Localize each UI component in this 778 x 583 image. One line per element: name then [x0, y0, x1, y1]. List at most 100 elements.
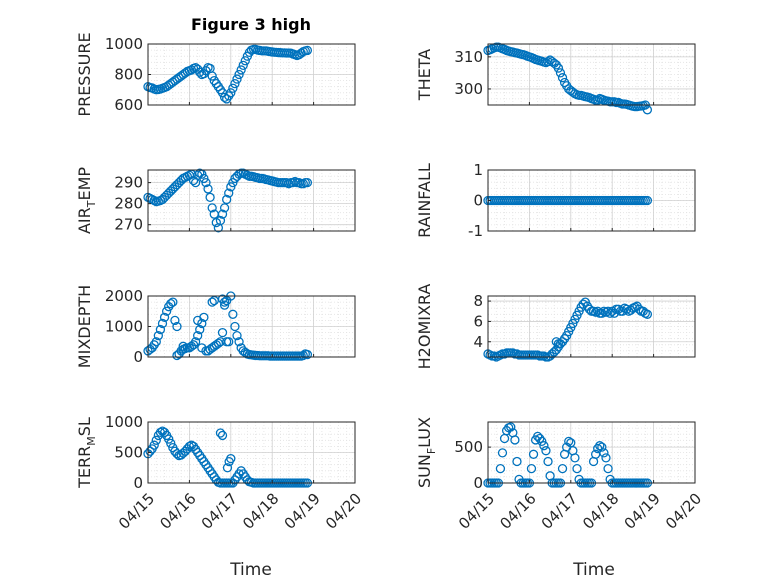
- data-point: [497, 448, 508, 458]
- data-point: [178, 341, 188, 351]
- data-point: [207, 71, 217, 81]
- data-point: [155, 324, 166, 335]
- y-tick-label: 8: [473, 292, 483, 310]
- data-point: [193, 315, 203, 326]
- data-point: [217, 294, 228, 304]
- y-tick-label: 1: [473, 161, 483, 179]
- y-axis-label: RAINFALL: [415, 163, 434, 238]
- data-point: [164, 434, 174, 444]
- data-point: [170, 315, 180, 326]
- data-point: [572, 463, 582, 474]
- data-point: [302, 349, 313, 360]
- data-point: [642, 195, 653, 206]
- data-point: [219, 203, 230, 213]
- data-point: [234, 69, 244, 80]
- data-point: [230, 321, 240, 332]
- data-point: [570, 453, 580, 463]
- data-point: [601, 453, 611, 463]
- data-point: [166, 438, 176, 449]
- data-point: [526, 463, 537, 474]
- data-point: [219, 92, 230, 103]
- data-point: [240, 56, 250, 66]
- data-point: [168, 297, 178, 307]
- x-tick-label: 04/17: [538, 490, 581, 533]
- y-tick-label: 600: [114, 96, 143, 114]
- y-tick-label: 4: [473, 333, 483, 351]
- data-point: [217, 327, 228, 338]
- data-point: [217, 209, 228, 219]
- x-axis-label-left: Time: [229, 560, 272, 580]
- subplot-4: 0 1000 2000 MIXDEPTH: [75, 285, 356, 368]
- x-tick-label: 04/16: [496, 490, 539, 533]
- data-point: [642, 309, 653, 319]
- x-tick-label: 04/19: [281, 490, 324, 533]
- data-point: [166, 298, 176, 309]
- y-tick-label: 0: [473, 192, 483, 210]
- data-point: [564, 436, 574, 447]
- data-point: [197, 343, 207, 353]
- y-axis-label: MIXDEPTH: [75, 285, 94, 368]
- data-point: [222, 194, 232, 205]
- data-point: [159, 312, 170, 323]
- data-point: [203, 184, 213, 194]
- x-axis-label-right: Time: [572, 560, 615, 580]
- figure-title: Figure 3 high: [191, 15, 311, 34]
- data-point: [224, 337, 234, 347]
- data-point: [510, 435, 520, 445]
- subplot-1: 300 310 THETA: [415, 42, 696, 115]
- y-tick-label: 0: [133, 348, 143, 366]
- data-point: [157, 318, 168, 329]
- y-tick-label: 280: [114, 195, 143, 213]
- y-tick-label: 0: [133, 474, 143, 492]
- data-point: [215, 215, 226, 226]
- data-point: [557, 463, 568, 474]
- data-point: [557, 73, 568, 83]
- data-point: [190, 337, 201, 347]
- data-point: [161, 306, 172, 316]
- y-tick-label: 800: [114, 66, 143, 84]
- data-point: [228, 83, 238, 93]
- y-tick-label: 500: [114, 444, 143, 462]
- data-point: [543, 57, 553, 67]
- data-point: [642, 105, 653, 115]
- y-tick-label: 500: [454, 438, 483, 456]
- data-point: [195, 67, 205, 77]
- data-point: [539, 441, 549, 451]
- data-point: [553, 63, 564, 73]
- x-tick-label: 04/15: [115, 490, 158, 533]
- data-point: [603, 306, 613, 316]
- data-point: [298, 350, 308, 361]
- y-axis-label: H2OMIXRA: [415, 284, 434, 370]
- data-point: [207, 297, 217, 307]
- data-point: [593, 443, 603, 454]
- data-point: [219, 300, 230, 310]
- data-point: [595, 441, 605, 451]
- data-point: [217, 430, 228, 441]
- data-point: [193, 330, 203, 341]
- x-tick-label: 04/20: [322, 490, 365, 533]
- x-tick-label: 04/19: [621, 490, 664, 533]
- y-axis-label: AIRTEMP: [75, 167, 98, 234]
- y-tick-label: 1000: [105, 413, 143, 431]
- data-point: [238, 60, 248, 70]
- data-point: [222, 295, 232, 306]
- data-point: [207, 203, 217, 213]
- subplot-5: 4 6 8 H2OMIXRA: [415, 284, 696, 370]
- x-tick-label: 04/16: [156, 490, 199, 533]
- x-tick-label: 04/15: [455, 490, 498, 533]
- y-tick-label: 6: [473, 312, 483, 330]
- data-point: [506, 422, 516, 432]
- y-tick-label: 310: [454, 48, 483, 66]
- y-tick-label: 0: [473, 474, 483, 492]
- data-point: [597, 442, 607, 452]
- data-point: [495, 463, 506, 474]
- data-point: [537, 436, 547, 447]
- x-tick-label: 04/18: [239, 490, 282, 533]
- x-tick-label: 04/18: [579, 490, 622, 533]
- y-axis-label: THETA: [415, 49, 434, 101]
- data-point: [302, 177, 313, 188]
- y-tick-label: 2000: [105, 287, 143, 305]
